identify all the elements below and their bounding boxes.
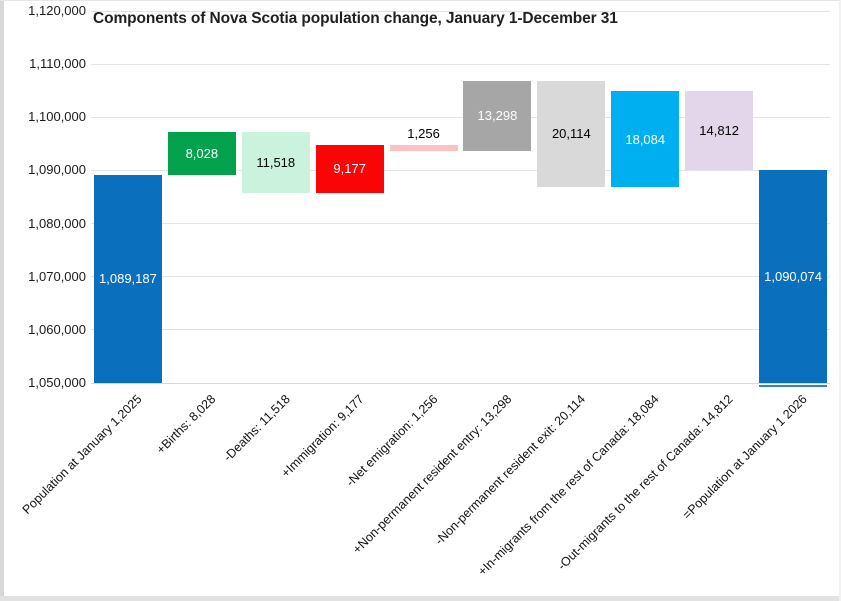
bar-value-label: 11,518: [256, 155, 296, 171]
bar-value-label: 13,298: [477, 108, 518, 124]
y-axis-tick-label: 1,070,000: [28, 268, 86, 284]
window-edge-top: [0, 0, 841, 1]
waterfall-bar: 14,812: [685, 91, 754, 171]
bar-value-label: 1,256: [407, 125, 440, 141]
waterfall-bar: 20,114: [537, 80, 606, 188]
window-edge-left: [0, 0, 4, 601]
x-axis-category-label: -Deaths: 11,518: [220, 392, 293, 465]
chart-title: Components of Nova Scotia population cha…: [93, 10, 618, 27]
y-axis-tick-label: 1,090,000: [28, 162, 86, 178]
bar-value-label: 20,114: [551, 126, 591, 142]
x-axis-line: [91, 382, 830, 384]
y-axis-tick-label: 1,110,000: [29, 56, 86, 72]
waterfall-bar: 11,518: [241, 132, 310, 194]
bar-value-label: 1,090,074: [764, 269, 822, 284]
y-axis-tick-label: 1,050,000: [28, 375, 86, 390]
end-bar-underline: [759, 385, 828, 387]
gridline: [91, 223, 830, 225]
x-axis-category-label: =Population at January 1 2026: [679, 392, 810, 523]
y-axis-tick-label: 1,060,000: [28, 321, 86, 337]
bar-value-label: 14,812: [699, 123, 740, 139]
x-axis-category-label: Population at January 1,2025: [19, 392, 145, 517]
y-axis-tick-label: 1,120,000: [28, 3, 86, 18]
gridline: [91, 276, 830, 278]
window-edge-right: [839, 0, 841, 601]
waterfall-bar: 9,177: [315, 144, 384, 194]
bar-value-label: 1,089,187: [99, 271, 157, 287]
waterfall-bar: 18,084: [611, 91, 680, 188]
waterfall-bar: 13,298: [463, 80, 532, 152]
y-axis-tick-label: 1,100,000: [28, 109, 86, 125]
gridline: [91, 10, 830, 12]
waterfall-bar: 1,090,074: [759, 170, 828, 383]
window-edge-bottom: [0, 596, 841, 601]
bar-value-label: 18,084: [625, 131, 666, 147]
y-axis-tick-label: 1,080,000: [28, 215, 86, 231]
waterfall-bar: 1,089,187: [93, 174, 162, 383]
gridline: [91, 63, 830, 65]
gridline: [91, 116, 830, 118]
waterfall-bar: [389, 144, 458, 152]
x-axis-category-label: -Non-permanent resident exit: 20,114: [432, 392, 589, 548]
x-axis-category-label: +Births: 8,028: [154, 392, 219, 457]
bar-value-label: 9,177: [333, 161, 366, 177]
bar-value-label: 8,028: [185, 145, 219, 161]
gridline: [91, 169, 830, 171]
x-axis-category-label: +Non-permanent resident entry: 13,298: [349, 392, 515, 557]
gridline: [91, 329, 830, 331]
waterfall-bar: 8,028: [167, 132, 236, 175]
x-axis-category-label: +Immigration: 9,177: [278, 392, 367, 481]
